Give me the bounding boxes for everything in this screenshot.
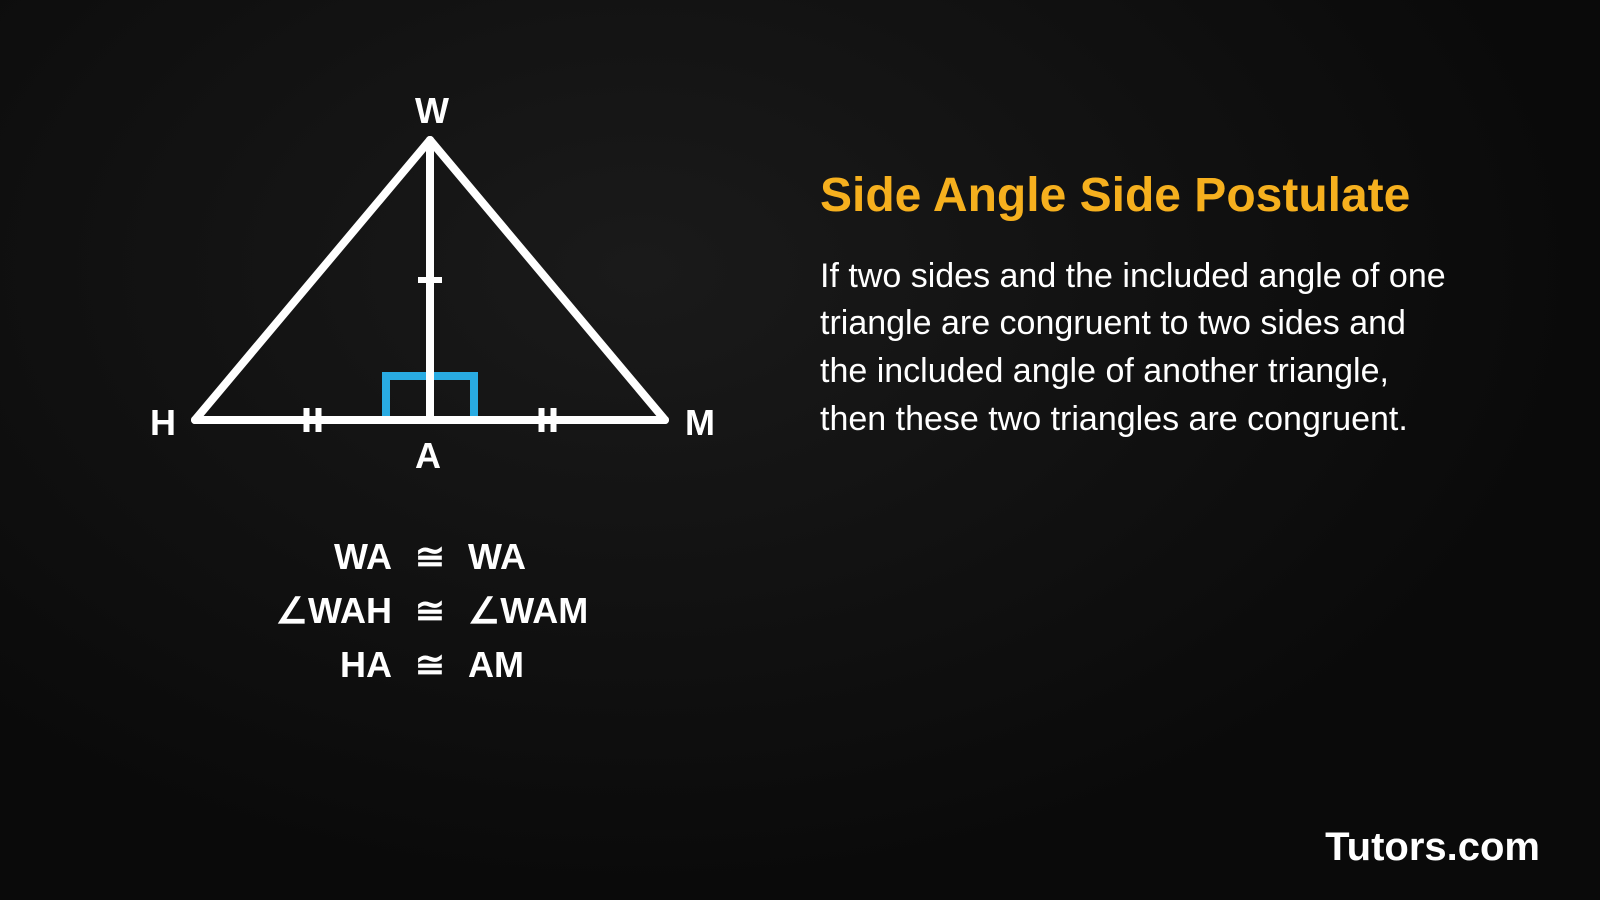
vertex-label-m: M [685,402,715,444]
congruence-row: HA≅AM [252,638,608,692]
text-panel: Side Angle Side Postulate If two sides a… [800,40,1540,860]
congruence-row: WA≅WA [252,530,608,584]
triangle-diagram: W H M A [140,120,720,500]
vertex-label-h: H [150,402,176,444]
congruence-statements: WA≅WA∠WAH≅∠WAMHA≅AM [252,530,608,692]
postulate-title: Side Angle Side Postulate [820,170,1460,223]
slide-container: W H M A WA≅WA∠WAH≅∠WAMHA≅AM Side Angle S… [0,0,1600,900]
vertex-label-a: A [415,435,441,477]
diagram-panel: W H M A WA≅WA∠WAH≅∠WAMHA≅AM [60,40,800,860]
postulate-body: If two sides and the included angle of o… [820,253,1460,443]
vertex-label-w: W [415,90,449,132]
brand-logo: Tutors.com [1325,825,1540,870]
congruence-row: ∠WAH≅∠WAM [252,584,608,638]
triangle-svg [140,120,720,480]
